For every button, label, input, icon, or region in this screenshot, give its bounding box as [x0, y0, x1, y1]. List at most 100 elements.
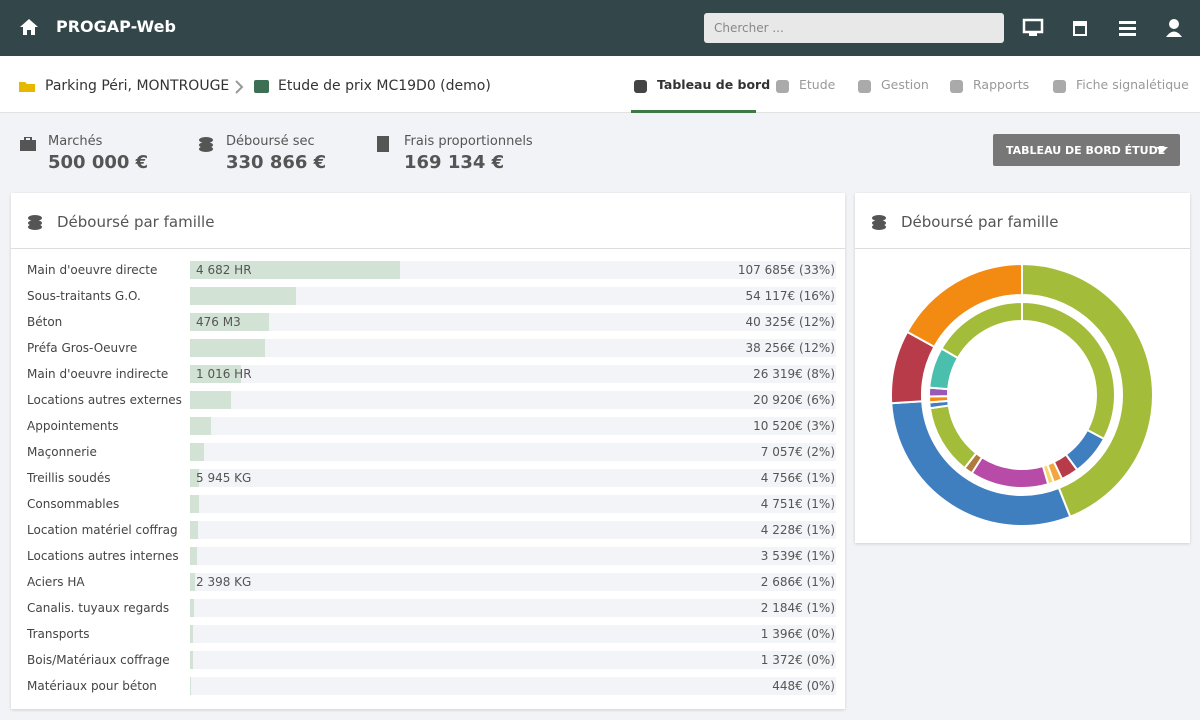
- family-row: Canalis. tuyaux regards 2 184€ (1%): [27, 599, 846, 617]
- amount: 54 117€ (16%): [745, 289, 835, 303]
- tab-icon: [776, 80, 789, 93]
- family-row: Préfa Gros-Oeuvre 38 256€ (12%): [27, 339, 846, 357]
- bar-panel: Déboursé par famille Main d'oeuvre direc…: [11, 193, 845, 709]
- family-row: Sous-traitants G.O. 54 117€ (16%): [27, 287, 846, 305]
- building-icon: [377, 136, 389, 152]
- bar: [190, 651, 193, 669]
- stat-label: Frais proportionnels: [404, 134, 533, 149]
- family-name: Appointements: [27, 419, 119, 433]
- top-icons: [1022, 18, 1182, 37]
- family-row: Béton 476 M3 40 325€ (12%): [27, 313, 846, 331]
- bar-track: [190, 339, 836, 357]
- tab-icon: [634, 80, 647, 93]
- donut-chart: [890, 262, 1154, 527]
- nav-tab[interactable]: Rapports: [973, 77, 1030, 92]
- amount: 2 686€ (1%): [760, 575, 835, 589]
- family-row: Locations autres externes 20 920€ (6%): [27, 391, 846, 409]
- amount: 1 396€ (0%): [760, 627, 835, 641]
- stat-label: Déboursé sec: [226, 134, 315, 149]
- app-name[interactable]: PROGAP-Web: [56, 17, 176, 36]
- panel-header: Déboursé par famille: [11, 193, 845, 249]
- amount: 107 685€ (33%): [737, 263, 835, 277]
- bar-track: 1 016 HR: [190, 365, 836, 383]
- bar-track: [190, 651, 836, 669]
- breadcrumb-project[interactable]: Parking Péri, MONTROUGE: [45, 78, 230, 94]
- bar-track: [190, 625, 836, 643]
- tab-icon: [1053, 80, 1066, 93]
- quantity: 2 398 KG: [196, 575, 252, 589]
- search-input[interactable]: Chercher ...: [704, 13, 1004, 43]
- family-row: Locations autres internes 3 539€ (1%): [27, 547, 846, 565]
- bar: [190, 391, 231, 409]
- briefcase-icon: [20, 137, 36, 151]
- icon-shape: [776, 80, 789, 93]
- quantity: 4 682 HR: [196, 263, 252, 277]
- nav-tab[interactable]: Gestion: [881, 77, 929, 92]
- nav-tab[interactable]: Fiche signalétique: [1076, 77, 1189, 92]
- family-name: Consommables: [27, 497, 120, 511]
- dashboard-dropdown[interactable]: TABLEAU DE BORD ÉTUDE: [993, 134, 1180, 166]
- bar-track: [190, 417, 836, 435]
- stat-value: 169 134 €: [404, 152, 505, 173]
- family-name: Préfa Gros-Oeuvre: [27, 341, 138, 355]
- stat: Déboursé sec 330 866 €: [198, 134, 326, 173]
- donut-segment[interactable]: [940, 300, 1023, 360]
- family-name: Sous-traitants G.O.: [27, 289, 141, 303]
- icon-shape: [950, 80, 963, 93]
- icon-shape: [858, 80, 871, 93]
- quantity: 5 945 KG: [196, 471, 252, 485]
- family-row: Consommables 4 751€ (1%): [27, 495, 846, 513]
- stat: Frais proportionnels 169 134 €: [376, 134, 533, 173]
- family-name: Aciers HA: [27, 575, 85, 589]
- icon-shape: [634, 80, 647, 93]
- panel-title: Déboursé par famille: [901, 213, 1059, 231]
- bar: [190, 365, 242, 383]
- bar-track: [190, 599, 836, 617]
- family-name: Locations autres externes: [27, 393, 182, 407]
- donut-segment[interactable]: [905, 262, 1023, 349]
- nav-tab[interactable]: Etude: [799, 77, 836, 92]
- bar-track: 2 398 KG: [190, 573, 836, 591]
- bar-track: [190, 391, 836, 409]
- amount: 4 756€ (1%): [760, 471, 835, 485]
- user-icon[interactable]: [1166, 19, 1182, 37]
- family-name: Locations autres internes: [27, 549, 179, 563]
- breadcrumb-bar: Parking Péri, MONTROUGE Etude de prix MC…: [0, 56, 1200, 113]
- bar: [190, 677, 191, 695]
- family-name: Béton: [27, 315, 63, 329]
- bar: [190, 443, 204, 461]
- caret: [1156, 147, 1168, 153]
- bar: [190, 495, 200, 513]
- amount: 10 520€ (3%): [753, 419, 835, 433]
- family-name: Canalis. tuyaux regards: [27, 601, 170, 615]
- family-name: Treillis soudés: [27, 471, 111, 485]
- panel-header: Déboursé par famille: [855, 193, 1190, 249]
- calendar-icon[interactable]: [1073, 21, 1087, 36]
- list-icon[interactable]: [1119, 21, 1136, 36]
- amount: 20 920€ (6%): [753, 393, 835, 407]
- bar: [190, 313, 269, 331]
- monitor-icon[interactable]: [1022, 18, 1044, 36]
- donut-segment[interactable]: [970, 455, 1050, 489]
- breadcrumb-study[interactable]: Etude de prix MC19D0 (demo): [278, 78, 491, 94]
- bar: [190, 547, 197, 565]
- panel-title: Déboursé par famille: [57, 213, 215, 231]
- bar: [190, 521, 199, 539]
- tab-icon: [858, 80, 871, 93]
- home-icon[interactable]: [19, 18, 39, 36]
- bar-track: [190, 677, 836, 695]
- family-name: Maçonnerie: [27, 445, 97, 459]
- amount: 7 057€ (2%): [760, 445, 835, 459]
- quantity: 476 M3: [196, 315, 241, 329]
- top-bar: PROGAP-Web Chercher ...: [0, 0, 1200, 56]
- family-row: Location matériel coffrag 4 228€ (1%): [27, 521, 846, 539]
- stat-label: Marchés: [48, 134, 103, 149]
- family-row: Main d'oeuvre directe 4 682 HR 107 685€ (3…: [27, 261, 846, 279]
- bar: [190, 573, 196, 591]
- family-row: Appointements 10 520€ (3%): [27, 417, 846, 435]
- bar-track: [190, 547, 836, 565]
- amount: 26 319€ (8%): [753, 367, 835, 381]
- nav-tab[interactable]: Tableau de bord: [657, 77, 771, 92]
- amount: 1 372€ (0%): [760, 653, 835, 667]
- button-label: TABLEAU DE BORD ÉTUDE: [1006, 144, 1166, 157]
